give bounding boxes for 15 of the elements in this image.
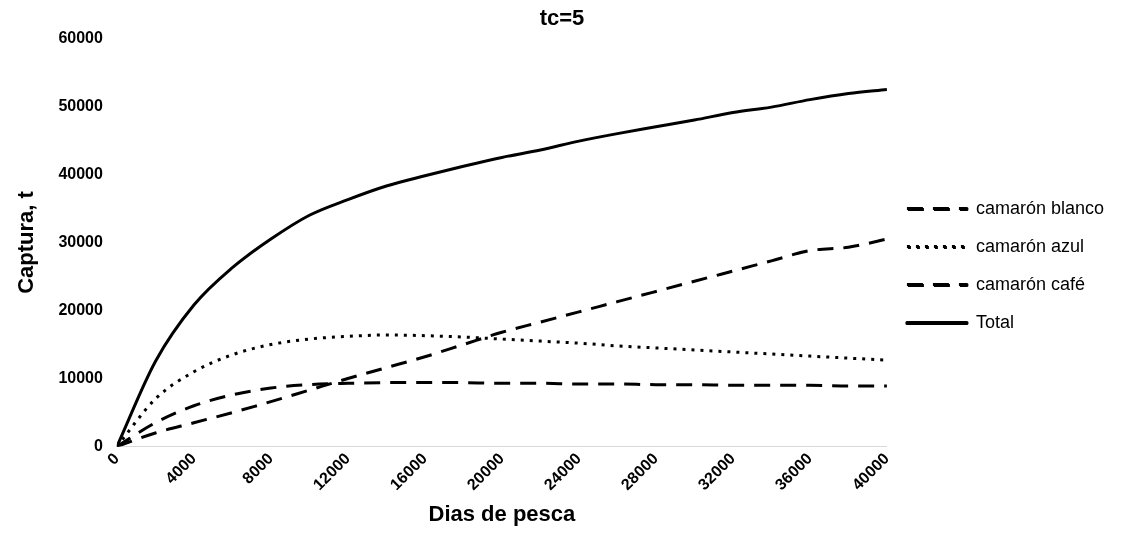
y-tick-label: 50000	[58, 96, 103, 114]
y-tick-label: 30000	[58, 232, 103, 250]
legend-label: Total	[975, 311, 1014, 332]
chart-title: tc=5	[539, 5, 585, 31]
y-axis-title: Captura, t	[13, 190, 39, 294]
y-tick-label: 20000	[58, 300, 103, 318]
y-tick-label: 60000	[58, 28, 103, 46]
y-tick-label: 40000	[58, 164, 103, 182]
y-tick-label: 10000	[58, 368, 103, 386]
legend-label: camarón azul	[975, 235, 1084, 256]
y-tick-label: 0	[93, 436, 103, 454]
x-axis-title: Dias de pesca	[428, 500, 577, 526]
legend-label: camarón blanco	[975, 197, 1104, 218]
legend-label: camarón café	[975, 273, 1085, 294]
x-tick-label: 0	[103, 449, 123, 468]
